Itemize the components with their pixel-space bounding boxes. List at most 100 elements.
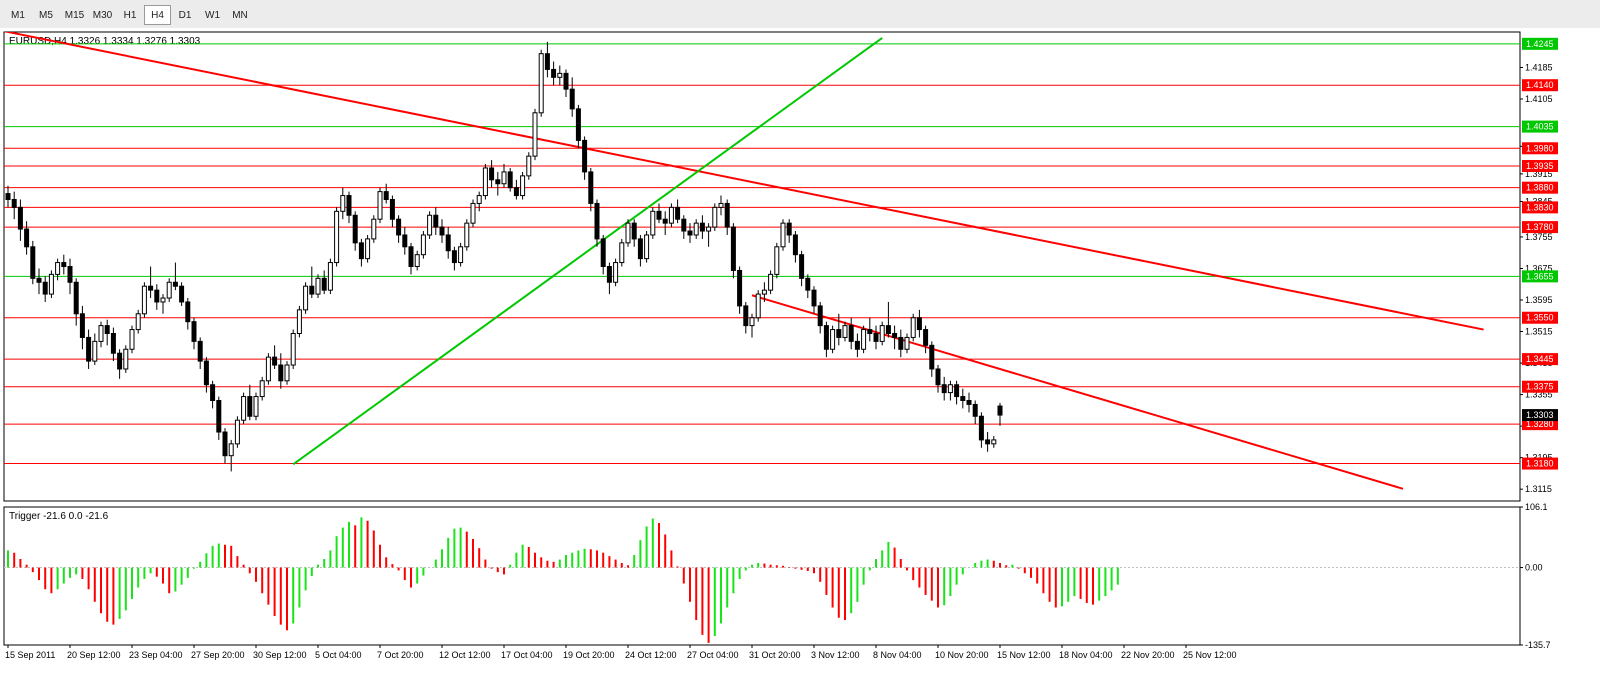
candle[interactable]	[148, 266, 154, 299]
timeframe-d1-button[interactable]: D1	[178, 10, 192, 21]
candle[interactable]	[520, 171, 526, 200]
candle[interactable]	[464, 219, 470, 251]
candle[interactable]	[544, 41, 550, 78]
candle[interactable]	[892, 325, 898, 350]
candle[interactable]	[104, 319, 110, 346]
candle[interactable]	[352, 211, 358, 251]
candle[interactable]	[166, 278, 172, 302]
candle[interactable]	[501, 164, 507, 188]
candle[interactable]	[712, 203, 718, 232]
candle[interactable]	[470, 199, 476, 228]
candle[interactable]	[954, 380, 960, 405]
candle[interactable]	[445, 227, 451, 259]
candle[interactable]	[551, 61, 557, 86]
trendline[interactable]	[292, 37, 883, 466]
timeframe-m30-button[interactable]: M30	[92, 10, 113, 21]
candle[interactable]	[935, 365, 941, 393]
candle[interactable]	[327, 258, 333, 295]
candle[interactable]	[321, 270, 327, 295]
candle[interactable]	[724, 199, 730, 235]
candle[interactable]	[389, 195, 395, 228]
candle[interactable]	[668, 203, 674, 228]
candle[interactable]	[334, 207, 340, 267]
candle[interactable]	[290, 329, 296, 369]
candle[interactable]	[842, 321, 848, 342]
candle[interactable]	[873, 325, 879, 350]
candle[interactable]	[222, 428, 228, 464]
candle[interactable]	[48, 270, 54, 299]
candle[interactable]	[830, 325, 836, 354]
candle[interactable]	[947, 380, 953, 401]
candle[interactable]	[495, 171, 501, 196]
candle[interactable]	[284, 361, 290, 385]
candle[interactable]	[11, 191, 17, 220]
price-panel[interactable]: EURUSD,H4 1.3326 1.3334 1.3276 1.3303 1.4…	[0, 28, 1558, 502]
candle[interactable]	[743, 301, 749, 334]
candle[interactable]	[786, 219, 792, 243]
candle[interactable]	[36, 268, 42, 295]
candle[interactable]	[135, 309, 141, 334]
candle[interactable]	[42, 276, 48, 302]
candle[interactable]	[340, 187, 346, 220]
candle[interactable]	[30, 240, 36, 285]
candle[interactable]	[780, 219, 786, 251]
candle[interactable]	[582, 136, 588, 180]
candle[interactable]	[296, 305, 302, 338]
candle[interactable]	[879, 321, 885, 346]
candle[interactable]	[836, 313, 842, 346]
candle[interactable]	[383, 183, 389, 204]
candle[interactable]	[904, 333, 910, 354]
candle[interactable]	[309, 266, 315, 299]
candle[interactable]	[991, 435, 997, 448]
candle[interactable]	[854, 333, 860, 358]
candle[interactable]	[228, 439, 234, 472]
candle[interactable]	[637, 234, 643, 267]
candle[interactable]	[160, 294, 166, 314]
candle[interactable]	[575, 104, 581, 149]
candle[interactable]	[117, 349, 123, 379]
candle[interactable]	[606, 262, 612, 295]
candle[interactable]	[613, 258, 619, 287]
candle[interactable]	[941, 376, 947, 401]
candle[interactable]	[507, 167, 513, 192]
trendline[interactable]	[0, 28, 1484, 331]
candle[interactable]	[458, 242, 464, 267]
candle[interactable]	[216, 396, 222, 440]
candle[interactable]	[439, 219, 445, 243]
candle[interactable]	[867, 317, 873, 342]
candle[interactable]	[737, 266, 743, 314]
candle[interactable]	[972, 400, 978, 425]
candle[interactable]	[631, 219, 637, 247]
candle[interactable]	[656, 203, 662, 224]
candle[interactable]	[482, 164, 488, 200]
candle[interactable]	[749, 313, 755, 338]
candle[interactable]	[693, 219, 699, 239]
candle[interactable]	[923, 325, 929, 354]
candle[interactable]	[848, 317, 854, 350]
candle[interactable]	[978, 412, 984, 448]
candle[interactable]	[67, 258, 73, 295]
candle[interactable]	[365, 234, 371, 263]
candle[interactable]	[185, 298, 191, 330]
candle[interactable]	[730, 223, 736, 279]
timeframe-m15-button[interactable]: M15	[64, 10, 85, 21]
candle[interactable]	[55, 258, 61, 281]
candle[interactable]	[966, 392, 972, 413]
candle[interactable]	[644, 231, 650, 263]
candle[interactable]	[358, 238, 364, 267]
candle[interactable]	[253, 392, 259, 421]
candle[interactable]	[526, 152, 532, 180]
candle[interactable]	[259, 376, 265, 401]
candle[interactable]	[563, 69, 569, 98]
candle[interactable]	[5, 185, 11, 208]
candle[interactable]	[774, 242, 780, 279]
candle[interactable]	[985, 432, 991, 452]
candle[interactable]	[997, 402, 1003, 426]
candle[interactable]	[898, 329, 904, 358]
candle[interactable]	[377, 187, 383, 224]
candle[interactable]	[792, 231, 798, 263]
candle[interactable]	[799, 250, 805, 287]
candle[interactable]	[433, 207, 439, 235]
candle[interactable]	[805, 274, 811, 299]
candle[interactable]	[73, 278, 79, 326]
